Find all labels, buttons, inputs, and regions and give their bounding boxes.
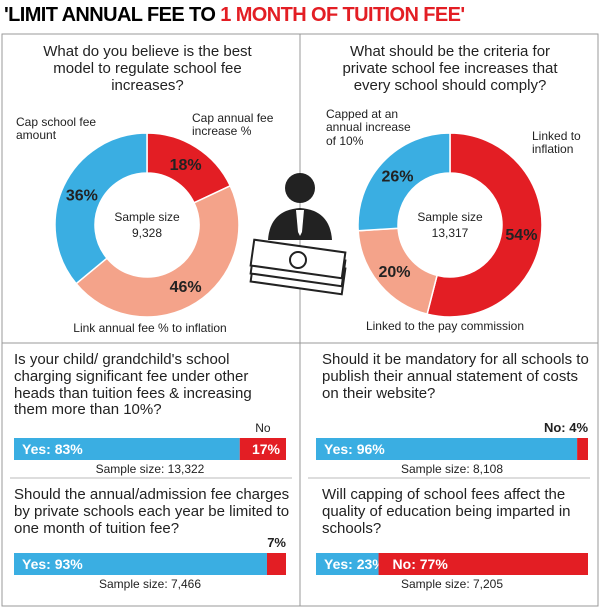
money-icon: [249, 238, 347, 296]
sample-size: Sample size: 7,205: [401, 577, 503, 591]
question: Will capping of school fees affect the q…: [322, 486, 571, 537]
category-label: Linked to inflation: [532, 129, 581, 157]
title-part: 'LIMIT ANNUAL FEE TO: [4, 4, 221, 26]
value-label: 17%: [252, 441, 281, 457]
value-label: No: 4%: [544, 420, 589, 435]
question: Is your child/ grandchild's school charg…: [14, 351, 252, 419]
value-label: Yes: 96%: [324, 441, 385, 457]
category-label: Capped at an annual increase of 10%: [326, 107, 411, 148]
bar-segment: [316, 553, 379, 575]
value-label: No: 77%: [393, 556, 449, 572]
category-label: Cap annual fee increase %: [192, 111, 274, 139]
title-part: 1 MONTH OF TUITION FEE': [220, 4, 465, 26]
value-label: 54%: [505, 227, 537, 244]
bar-segment: [14, 553, 267, 575]
sample-size: 9,328: [132, 226, 162, 240]
value-label: 20%: [379, 264, 411, 281]
donut-segment: [357, 132, 451, 232]
bar-segment: [378, 553, 588, 575]
category-label: Linked to the pay commission: [365, 319, 525, 333]
value-label: Yes: 93%: [22, 556, 83, 572]
category-label: Link annual fee % to inflation: [73, 321, 227, 335]
bar-segment: [316, 438, 578, 460]
sample-size: Sample size: 8,108: [401, 462, 503, 476]
question: Should it be mandatory for all schools t…: [322, 351, 589, 402]
question: Should the annual/admission fee charges …: [14, 486, 290, 537]
value-label: 46%: [170, 279, 202, 296]
sample-size: Sample size: 13,322: [96, 462, 205, 476]
bar-segment: [266, 553, 286, 575]
person-icon: [268, 173, 332, 240]
value-label: Yes: 23%: [324, 556, 385, 572]
series-name: No: [255, 421, 271, 435]
title: 'LIMIT ANNUAL FEE TO 1 MONTH OF TUITION …: [4, 4, 465, 27]
value-label: 26%: [381, 169, 413, 186]
donut-segment: [75, 184, 240, 318]
bar-segment: [14, 438, 240, 460]
value-label: 18%: [170, 157, 202, 174]
bar-segment: [239, 438, 286, 460]
question: What should be the criteria for private …: [342, 43, 558, 94]
value-label: 36%: [66, 187, 98, 204]
sample-size: Sample size: 7,466: [99, 577, 201, 591]
sample-size: 13,317: [432, 226, 469, 240]
value-label: Yes: 83%: [22, 441, 83, 457]
donut-segment: [54, 132, 148, 285]
question: What do you believe is the best model to…: [43, 43, 252, 94]
center-label: Sample size: [114, 210, 180, 224]
bar-segment: [577, 438, 588, 460]
value-label: 7%: [267, 535, 286, 550]
donut-segment: [426, 132, 543, 318]
category-label: Cap school fee amount: [16, 115, 97, 143]
center-label: Sample size: [417, 210, 483, 224]
